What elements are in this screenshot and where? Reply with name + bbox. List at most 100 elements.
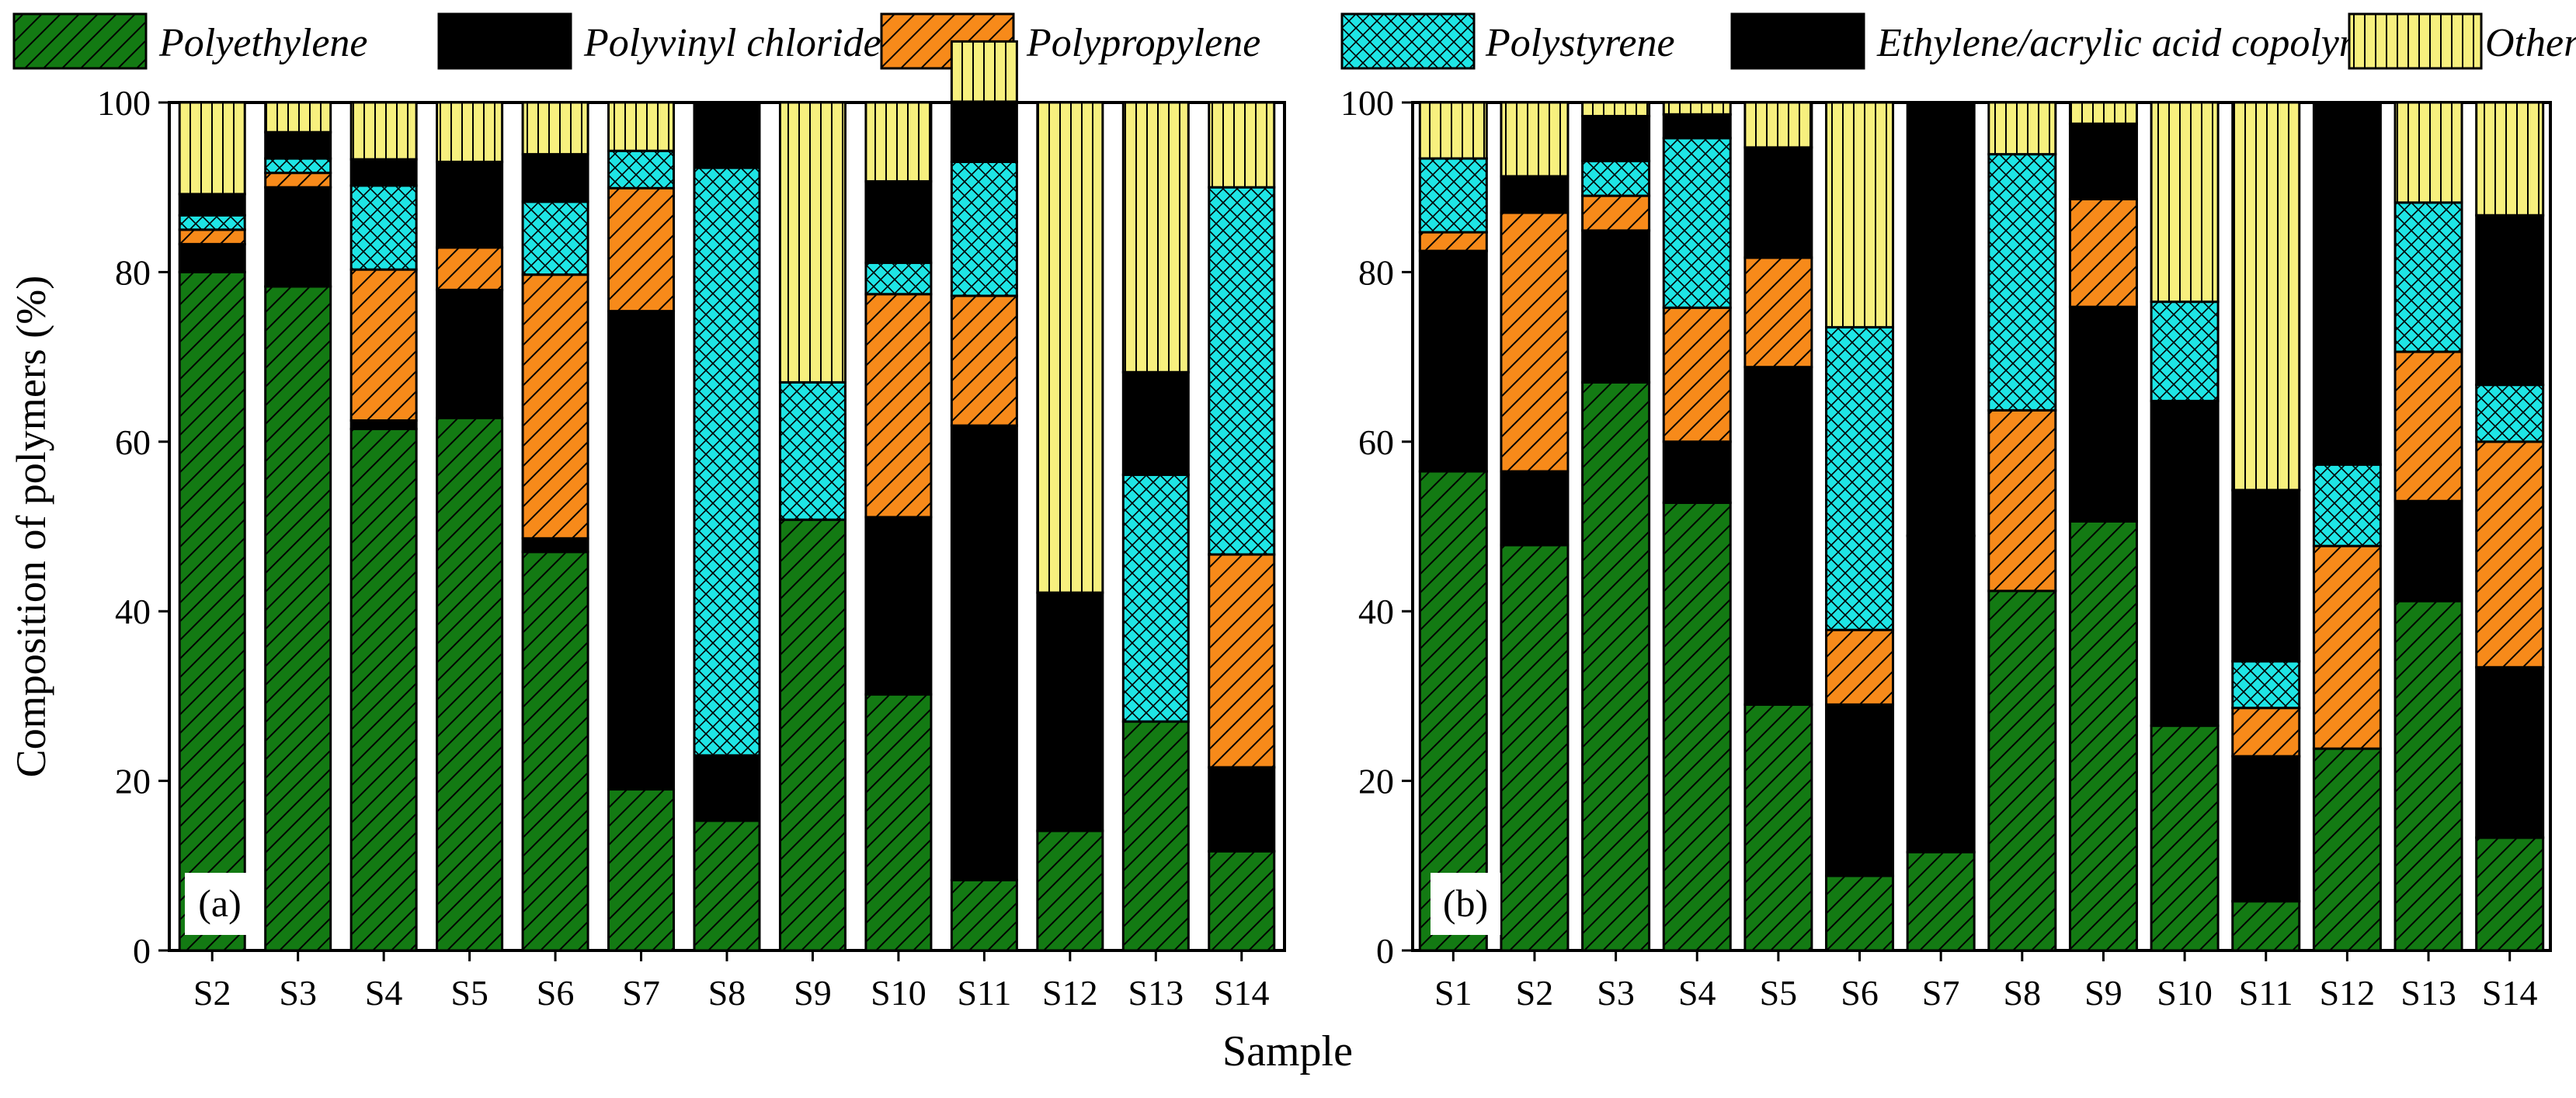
bar-b-s14-polyethylene bbox=[2475, 836, 2545, 952]
bar-a-s11-ethylene-acrylic-acid-copolymer bbox=[950, 100, 1018, 163]
bar-a-s5-polypropylene bbox=[436, 246, 504, 291]
bar-a-s6-polystyrene bbox=[521, 200, 589, 276]
bar-a-s2-ethylene-acrylic-acid-copolymer bbox=[178, 193, 246, 217]
x-tick-label-a-s14: S14 bbox=[1214, 973, 1270, 1013]
x-tick-label-b-s8: S8 bbox=[2004, 973, 2042, 1013]
bar-b-s2-other bbox=[1500, 101, 1570, 178]
bar-a-s7-polystyrene bbox=[607, 149, 676, 189]
legend-label-polyvinyl-chloride: Polyvinyl chloride bbox=[583, 21, 881, 65]
bar-a-s10-polystyrene bbox=[864, 261, 933, 296]
bar-b-s1-polypropylene bbox=[1418, 231, 1488, 252]
bar-a-s8-polyethylene bbox=[693, 819, 761, 952]
bar-b-s3-polyethylene bbox=[1581, 380, 1651, 952]
bar-a-s12-polyethylene bbox=[1036, 829, 1104, 952]
bar-b-s3-polypropylene bbox=[1581, 194, 1651, 232]
bar-a-s10-polyethylene bbox=[864, 693, 933, 952]
bar-a-s2-other bbox=[178, 101, 246, 196]
bar-a-s3-polystyrene bbox=[264, 157, 332, 175]
bar-b-s3-polyvinyl-chloride bbox=[1581, 229, 1651, 384]
bar-b-s5-polyethylene bbox=[1743, 703, 1813, 952]
legend-label-polyethylene: Polyethylene bbox=[158, 21, 368, 65]
bar-b-s8-polyethylene bbox=[1987, 589, 2057, 952]
legend-swatch-ethylene-acrylic-acid-copolymer bbox=[1730, 12, 1865, 70]
x-tick-label-a-s13: S13 bbox=[1128, 973, 1184, 1013]
bar-b-s11-ethylene-acrylic-acid-copolymer bbox=[2231, 488, 2301, 663]
bar-a-s14-other bbox=[1208, 101, 1276, 189]
bar-a-s11-polystyrene bbox=[950, 160, 1018, 297]
bar-a-s5-polyvinyl-chloride bbox=[436, 288, 504, 419]
bar-b-s6-polyethylene bbox=[1825, 874, 1895, 952]
bar-a-s11-polypropylene bbox=[950, 294, 1018, 427]
bar-a-s2-polyethylene bbox=[178, 270, 246, 952]
panel-a-label: (a) bbox=[198, 881, 242, 925]
bar-b-s2-polypropylene bbox=[1500, 211, 1570, 473]
y-tick-label-b-40: 40 bbox=[1358, 592, 1394, 631]
bar-b-s7-ethylene-acrylic-acid-copolymer bbox=[1906, 101, 1976, 537]
legend-swatch-polystyrene bbox=[1340, 12, 1476, 70]
bar-a-s9-polystyrene bbox=[778, 380, 846, 521]
legend: Polyethylene Polyvinyl chloride Polypropyl… bbox=[12, 12, 2576, 70]
panel-a-label-bg bbox=[185, 873, 255, 935]
bar-b-s13-other bbox=[2393, 101, 2463, 204]
panel-b-bars bbox=[1418, 101, 2545, 952]
legend-item-ethylene-acrylic-acid-copolymer: Ethylene/acrylic acid copolymer bbox=[1730, 12, 2402, 70]
x-tick-label-a-s7: S7 bbox=[622, 973, 660, 1013]
bar-a-s6-polyvinyl-chloride bbox=[521, 537, 589, 554]
bar-b-s5-polyvinyl-chloride bbox=[1743, 366, 1813, 706]
bar-b-s11-polyvinyl-chloride bbox=[2231, 755, 2301, 903]
bar-b-s9-other bbox=[2068, 101, 2138, 125]
panel-b-label: (b) bbox=[1443, 881, 1488, 925]
y-tick-label-a-20: 20 bbox=[115, 762, 151, 801]
panel-b-frame bbox=[1411, 101, 2552, 952]
bar-b-s1-polyethylene bbox=[1418, 470, 1488, 952]
bar-b-s4-ethylene-acrylic-acid-copolymer bbox=[1662, 113, 1732, 140]
bar-a-s8-polyvinyl-chloride bbox=[693, 754, 761, 822]
bar-b-s4-polyethylene bbox=[1662, 501, 1732, 952]
bar-a-s6-ethylene-acrylic-acid-copolymer bbox=[521, 153, 589, 203]
bar-b-s13-polyethylene bbox=[2393, 599, 2463, 952]
x-tick-label-b-s11: S11 bbox=[2239, 973, 2293, 1013]
legend-label-polypropylene: Polypropylene bbox=[1026, 21, 1260, 65]
bar-a-s14-polypropylene bbox=[1208, 553, 1276, 769]
bar-a-s11-polyethylene bbox=[950, 878, 1018, 952]
x-tick-label-b-s2: S2 bbox=[1516, 973, 1554, 1013]
bar-b-s8-polypropylene bbox=[1987, 408, 2057, 592]
bar-b-s8-polystyrene bbox=[1987, 153, 2057, 412]
panel-b-label-bg bbox=[1431, 873, 1500, 935]
x-tick-label-b-s7: S7 bbox=[1922, 973, 1960, 1013]
bar-b-s5-ethylene-acrylic-acid-copolymer bbox=[1743, 146, 1813, 259]
bar-b-s10-polystyrene bbox=[2150, 301, 2220, 402]
y-tick-label-a-60: 60 bbox=[115, 422, 151, 462]
legend-swatch-polyethylene bbox=[12, 12, 148, 70]
legend-item-other: Other bbox=[2348, 12, 2576, 70]
bar-b-s10-other bbox=[2150, 101, 2220, 304]
bar-b-s1-other bbox=[1418, 101, 1488, 160]
legend-item-polystyrene: Polystyrene bbox=[1340, 12, 1675, 70]
panel-a: 0 20 40 60 80 100 S2 S3 S4 S5 S6 S7 S8 S9 S10 S11 S12 S1… bbox=[97, 40, 1286, 1013]
panel-a-bars bbox=[178, 40, 1276, 952]
bar-b-s12-polystyrene bbox=[2312, 463, 2382, 547]
bar-b-s13-polypropylene bbox=[2393, 350, 2463, 502]
bar-a-s4-other bbox=[349, 101, 418, 161]
bar-a-s12-other bbox=[1036, 101, 1104, 594]
bar-a-s3-polyvinyl-chloride bbox=[264, 186, 332, 288]
bar-a-s10-other bbox=[864, 101, 933, 183]
bar-b-s12-ethylene-acrylic-acid-copolymer bbox=[2312, 101, 2382, 466]
y-tick-label-a-100: 100 bbox=[97, 83, 151, 123]
bar-b-s13-polystyrene bbox=[2393, 201, 2463, 353]
x-tick-label-b-s10: S10 bbox=[2157, 973, 2213, 1013]
bar-a-s2-polyvinyl-chloride bbox=[178, 242, 246, 273]
legend-label-ethylene-acrylic-acid-copolymer: Ethylene/acrylic acid copolymer bbox=[1876, 21, 2402, 65]
bar-a-s8-polystyrene bbox=[693, 166, 761, 757]
bar-a-s7-polypropylene bbox=[607, 186, 676, 313]
bar-b-s12-polypropylene bbox=[2312, 544, 2382, 750]
x-tick-label-a-s4: S4 bbox=[365, 973, 403, 1013]
x-tick-label-b-s14: S14 bbox=[2482, 973, 2538, 1013]
bar-a-s13-polyethylene bbox=[1121, 720, 1190, 952]
bar-a-s3-polypropylene bbox=[264, 172, 332, 189]
bar-a-s3-other bbox=[264, 101, 332, 134]
bar-b-s6-other bbox=[1825, 101, 1895, 328]
x-tick-label-a-s10: S10 bbox=[871, 973, 926, 1013]
bar-b-s13-polyvinyl-chloride bbox=[2393, 499, 2463, 603]
bar-a-s9-polyethylene bbox=[778, 518, 846, 952]
